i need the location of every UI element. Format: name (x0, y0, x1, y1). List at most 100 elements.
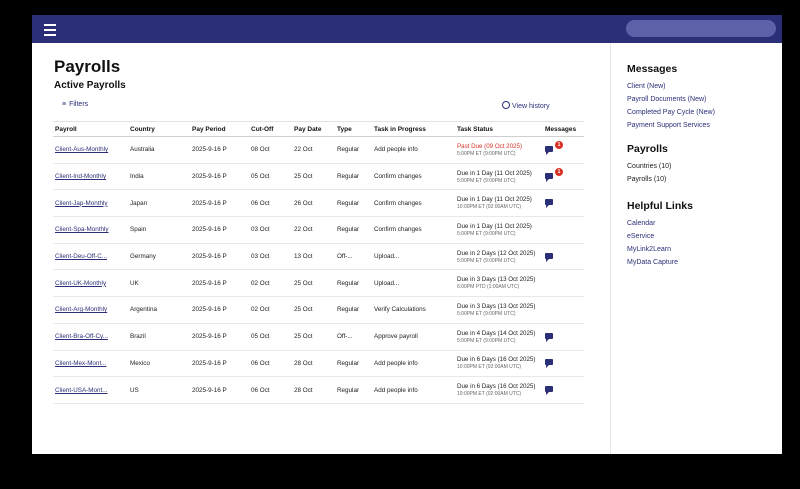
cell-pay-period: 2025-9-16 P (190, 189, 249, 218)
messages-button[interactable] (545, 251, 557, 262)
payroll-link[interactable]: Client-Deu-Off-C... (55, 253, 108, 261)
helpful-link-mydata-capture[interactable]: MyData Capture (627, 259, 678, 266)
cell-pay-period: 2025-9-16 P (190, 136, 249, 164)
helpful-link-eservice[interactable]: eService (627, 233, 655, 240)
table-row[interactable]: Client-USA-Mont... US 2025-9-16 P 06 Oct 28 … (53, 376, 584, 404)
right-sidebar: Messages Client (New) Payroll Documents … (610, 43, 782, 454)
cell-type: Regular (335, 216, 372, 244)
payroll-link[interactable]: Client-Spa-Monthly (55, 226, 109, 234)
messages-button[interactable] (545, 331, 557, 342)
chat-icon (545, 332, 553, 342)
cell-messages (543, 269, 584, 298)
payrolls-count[interactable]: Payrolls (10) (627, 176, 667, 183)
table-row[interactable]: Client-Arg-Monthly Argentina 2025-9-16 P 02… (53, 296, 584, 324)
messages-title: Messages (627, 63, 678, 75)
table-row[interactable]: Client-Spa-Monthly Spain 2025-9-16 P 03 Oct… (53, 216, 584, 244)
table-row[interactable]: Client-Jap-Monthly Japan 2025-9-16 P 06 Oct… (53, 189, 584, 218)
col-header-country[interactable]: Country (128, 121, 190, 137)
payroll-link[interactable]: Client-UK-Monthly (55, 279, 107, 287)
cell-type: Regular (335, 376, 372, 404)
cell-country: Mexico (128, 350, 190, 378)
payroll-link[interactable]: Client-Aus-Monthly (55, 146, 109, 154)
cell-messages (543, 350, 584, 378)
filters-button[interactable]: ≡ Filters (62, 101, 88, 108)
message-link[interactable]: Client (New) (627, 83, 666, 90)
col-header-task[interactable]: Task in Progress (372, 121, 455, 137)
cell-pay-period: 2025-9-16 P (190, 216, 249, 244)
top-bar (32, 15, 782, 43)
search-input[interactable] (626, 20, 776, 37)
cell-type: Off-... (335, 243, 372, 271)
payroll-link[interactable]: Client-Ind-Monthly (55, 173, 107, 181)
cell-type: Regular (335, 136, 372, 164)
status-text: Past Due (09 Oct 2025) (457, 142, 523, 150)
messages-button[interactable] (545, 357, 557, 369)
cell-pay-period: 2025-9-16 P (190, 323, 249, 351)
messages-button[interactable]: 1 (545, 167, 563, 182)
payroll-link[interactable]: Client-Jap-Monthly (55, 199, 108, 207)
status-text: Due in 1 Day (11 Oct 2025) (457, 222, 532, 230)
cell-task: Approve payroll (372, 323, 455, 351)
view-history-button[interactable]: View history (502, 101, 550, 110)
payroll-link[interactable]: Client-Mex-Mont... (55, 359, 107, 367)
messages-button[interactable]: 1 (545, 140, 563, 155)
cell-status: Due in 6 Days (16 Oct 2025) 10:00PM ET (0… (455, 350, 543, 378)
message-link[interactable]: Payment Support Services (627, 122, 710, 129)
col-header-type[interactable]: Type (335, 121, 372, 137)
cell-country: Germany (128, 243, 190, 271)
message-link[interactable]: Completed Pay Cycle (New) (627, 109, 715, 116)
cell-pay-date: 28 Oct (292, 350, 335, 378)
unread-badge: 1 (555, 167, 563, 176)
cell-payroll: Client-Jap-Monthly (53, 189, 128, 218)
col-header-payroll[interactable]: Payroll (53, 121, 128, 137)
cell-pay-period: 2025-9-16 P (190, 350, 249, 378)
chat-icon (545, 145, 553, 155)
helpful-link-calendar[interactable]: Calendar (627, 220, 656, 227)
main-content: Payrolls Active Payrolls ≡ Filters View h… (32, 43, 610, 454)
cell-country: Brazil (128, 323, 190, 351)
col-header-pay-period[interactable]: Pay Period (190, 121, 249, 137)
cell-status: Due in 1 Day (11 Oct 2025) 5:00PM ET (9:0… (455, 216, 543, 244)
cell-task: Confirm changes (372, 189, 455, 218)
table-row[interactable]: Client-Bra-Off-Cy... Brazil 2025-9-16 P 05 … (53, 323, 584, 351)
cell-messages (543, 323, 584, 351)
status-time: 6:00PM PTD (1:00AM UTC) (457, 284, 520, 291)
cell-cut-off: 08 Oct (249, 136, 292, 164)
cell-cut-off: 02 Oct (249, 269, 292, 298)
cell-country: UK (128, 269, 190, 298)
col-header-pay-date[interactable]: Pay Date (292, 121, 335, 137)
table-header-row: Payroll Country Pay Period Cut-Off Pay D… (53, 121, 584, 137)
table-row[interactable]: Client-Deu-Off-C... Germany 2025-9-16 P 03 … (53, 243, 584, 271)
cell-pay-date: 25 Oct (292, 323, 335, 351)
table-row[interactable]: Client-UK-Monthly UK 2025-9-16 P 02 Oct 25 O… (53, 269, 584, 298)
cell-pay-period: 2025-9-16 P (190, 269, 249, 298)
cell-messages (543, 296, 584, 324)
col-header-messages[interactable]: Messages (543, 121, 584, 137)
messages-button[interactable] (545, 197, 557, 209)
table-row[interactable]: Client-Aus-Monthly Australia 2025-9-16 P 08… (53, 136, 584, 164)
helpful-link-mylink2learn[interactable]: MyLink2Learn (627, 246, 671, 253)
cell-cut-off: 02 Oct (249, 296, 292, 324)
message-link[interactable]: Payroll Documents (New) (627, 96, 707, 103)
hamburger-icon[interactable] (44, 21, 56, 37)
cell-country: Australia (128, 136, 190, 164)
messages-list: Client (New) Payroll Documents (New) Com… (627, 80, 715, 132)
cell-task: Upload... (372, 243, 455, 271)
messages-button[interactable] (545, 384, 557, 396)
chat-icon (545, 359, 553, 369)
cell-payroll: Client-Aus-Monthly (53, 136, 128, 164)
countries-count[interactable]: Countries (10) (627, 163, 672, 170)
payroll-link[interactable]: Client-Bra-Off-Cy... (55, 333, 108, 341)
payroll-link[interactable]: Client-Arg-Monthly (55, 306, 108, 314)
cell-cut-off: 05 Oct (249, 323, 292, 351)
status-text: Due in 6 Days (16 Oct 2025) (457, 383, 536, 391)
table-row[interactable]: Client-Ind-Monthly India 2025-9-16 P 05 Oct… (53, 163, 584, 191)
col-header-status[interactable]: Task Status (455, 121, 543, 137)
table-row[interactable]: Client-Mex-Mont... Mexico 2025-9-16 P 06 Oc… (53, 350, 584, 378)
payroll-table: Payroll Country Pay Period Cut-Off Pay D… (53, 121, 584, 404)
cell-task: Confirm changes (372, 216, 455, 244)
cell-status: Due in 4 Days (14 Oct 2025) 5:00PM ET (9:… (455, 323, 543, 351)
status-text: Due in 2 Days (12 Oct 2025) (457, 249, 536, 257)
payroll-link[interactable]: Client-USA-Mont... (55, 386, 108, 394)
col-header-cut-off[interactable]: Cut-Off (249, 121, 292, 137)
